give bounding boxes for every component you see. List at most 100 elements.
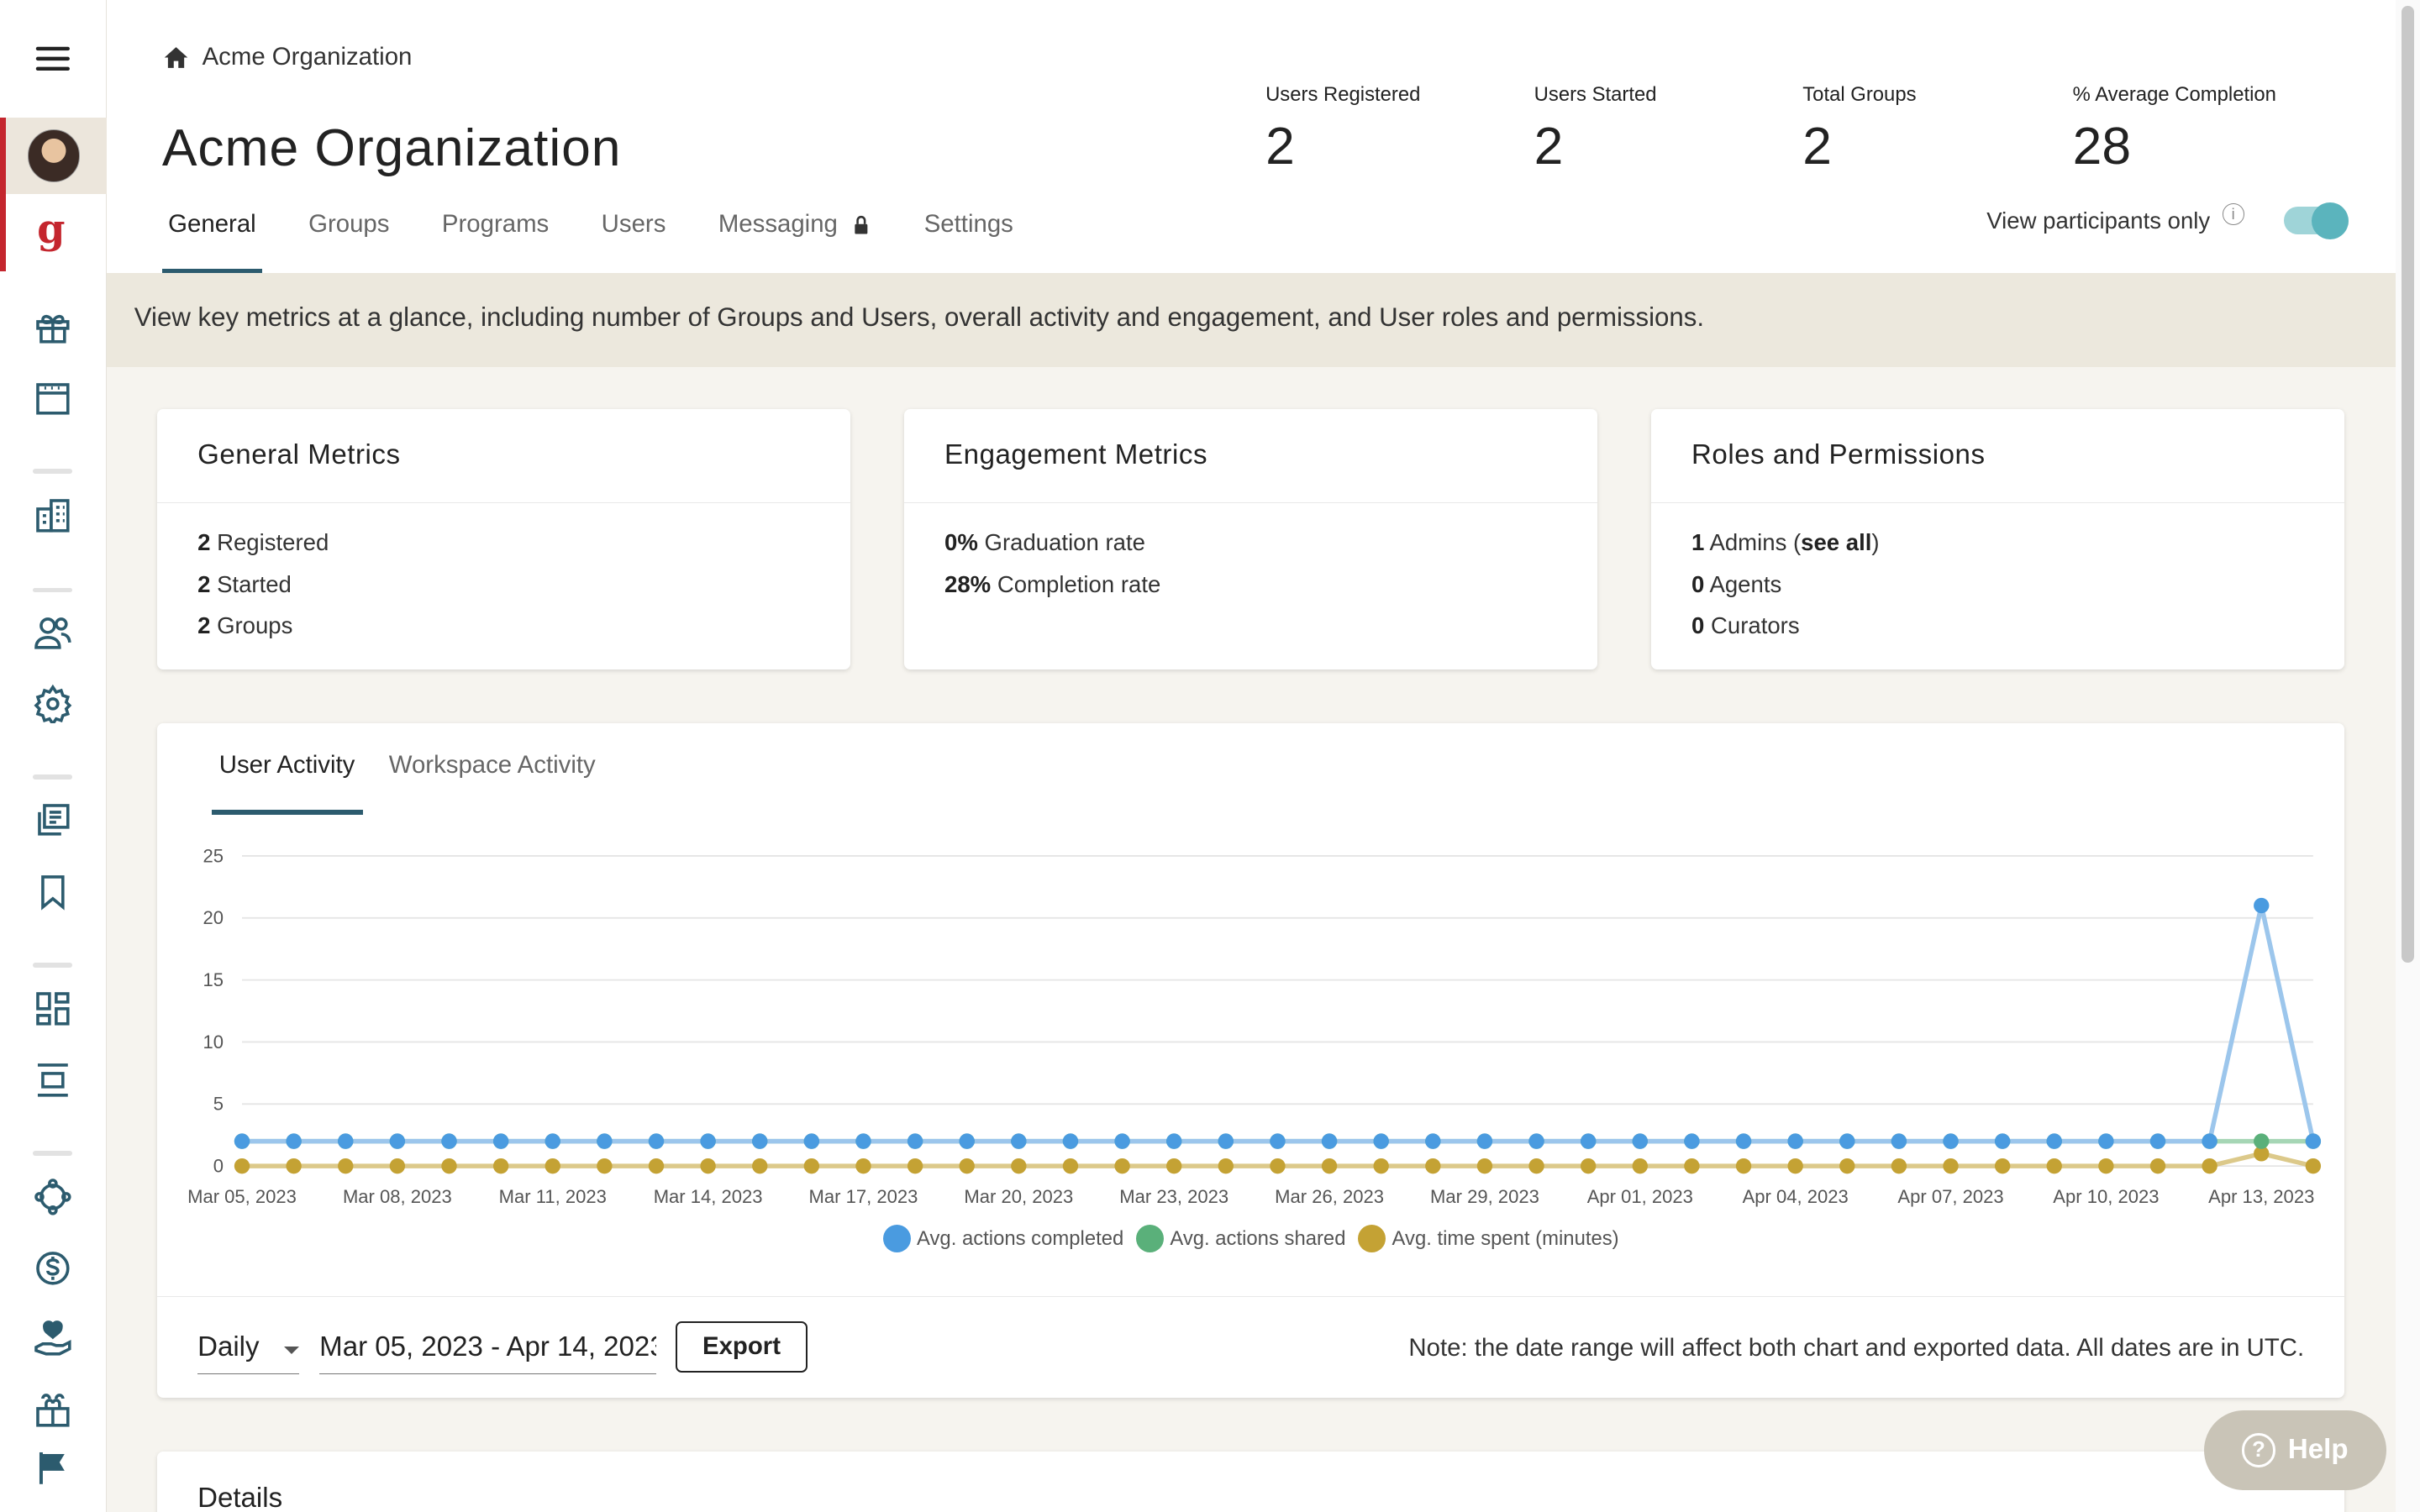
tab-users[interactable]: Users (601, 209, 666, 238)
tab-messaging-label: Messaging (718, 209, 838, 238)
data-point (2150, 1158, 2166, 1174)
tab-settings[interactable]: Settings (923, 209, 1013, 238)
data-point (1011, 1133, 1027, 1150)
users-icon[interactable] (28, 608, 77, 658)
data-point (1425, 1133, 1441, 1150)
data-point (1322, 1133, 1338, 1150)
dollar-icon[interactable] (28, 1243, 77, 1293)
data-point (234, 1158, 250, 1174)
x-tick-label: Apr 13, 2023 (2208, 1187, 2314, 1208)
card-title: Engagement Metrics (904, 409, 1597, 503)
info-icon[interactable]: i (2222, 203, 2244, 226)
x-tick-label: Mar 05, 2023 (187, 1187, 297, 1208)
gift-icon[interactable] (28, 302, 77, 352)
tab-groups[interactable]: Groups (308, 209, 390, 238)
date-range-input[interactable] (319, 1321, 656, 1374)
data-point (855, 1158, 871, 1174)
legend-item[interactable]: Avg. actions completed (882, 1225, 1123, 1253)
data-point (908, 1133, 923, 1150)
metric-started: 2 Started (197, 570, 292, 597)
data-point (1995, 1133, 2011, 1150)
breadcrumb-label[interactable]: Acme Organization (202, 43, 413, 71)
data-point (752, 1133, 768, 1150)
view-participants-label: View participants only (1986, 207, 2211, 234)
data-point (2254, 1133, 2270, 1150)
x-tick-label: Mar 20, 2023 (965, 1187, 1074, 1208)
data-point (1581, 1133, 1597, 1150)
data-point (1943, 1158, 1960, 1174)
data-point (649, 1133, 665, 1150)
dashboard-icon[interactable] (28, 984, 77, 1034)
avatar[interactable] (28, 129, 81, 182)
metric-graduation-rate: 0% Graduation rate (944, 528, 1145, 555)
home-icon[interactable] (162, 44, 190, 71)
calendar-icon[interactable] (28, 373, 77, 423)
legend-item[interactable]: Avg. actions shared (1135, 1225, 1345, 1253)
active-indicator (0, 117, 7, 272)
main-tabs: General Groups Programs Users Messaging … (161, 209, 1060, 274)
legend-dot (1358, 1225, 1386, 1253)
export-button[interactable]: Export (676, 1321, 808, 1373)
x-tick-label: Mar 29, 2023 (1430, 1187, 1539, 1208)
x-tick-label: Apr 01, 2023 (1587, 1187, 1693, 1208)
data-point (286, 1133, 302, 1150)
sidebar: g (0, 0, 107, 1512)
data-point (338, 1133, 354, 1150)
data-point (959, 1158, 976, 1174)
data-point (752, 1158, 768, 1174)
tab-programs[interactable]: Programs (441, 209, 550, 238)
hand-heart-icon[interactable] (28, 1315, 77, 1364)
stat-total-groups: Total Groups 2 (1802, 83, 1917, 176)
data-point (597, 1133, 613, 1150)
tab-user-activity[interactable]: User Activity (211, 751, 363, 815)
data-point (1943, 1133, 1960, 1150)
tab-workspace-activity[interactable]: Workspace Activity (388, 751, 596, 780)
data-point (2306, 1133, 2322, 1150)
data-point (649, 1158, 665, 1174)
data-point (1011, 1158, 1027, 1174)
layout-icon[interactable] (28, 1055, 77, 1105)
scrollbar-thumb[interactable] (2401, 6, 2414, 963)
activity-tabs: User Activity Workspace Activity (211, 751, 622, 815)
data-point (1166, 1158, 1182, 1174)
integrations-icon[interactable] (28, 1173, 77, 1222)
tab-messaging[interactable]: Messaging (712, 210, 877, 273)
data-point (1218, 1133, 1234, 1150)
data-point (597, 1158, 613, 1174)
data-point (286, 1158, 302, 1174)
scrollbar[interactable] (2395, 0, 2420, 1512)
legend-item[interactable]: Avg. time spent (minutes) (1358, 1225, 1619, 1253)
lock-icon (854, 216, 867, 234)
data-point (803, 1158, 820, 1174)
metric-groups: 2 Groups (197, 612, 293, 639)
data-point (493, 1133, 509, 1150)
help-label: Help (2287, 1434, 2349, 1466)
org-switcher[interactable]: g (0, 117, 107, 272)
org-logo-icon[interactable]: g (37, 206, 66, 254)
bookmark-icon[interactable] (28, 867, 77, 916)
general-metrics-card: General Metrics 2 Registered 2 Started 2… (157, 408, 850, 670)
data-point (1270, 1133, 1286, 1150)
flag-icon[interactable] (28, 1442, 77, 1492)
see-all-admins-link[interactable]: see all (1801, 528, 1872, 555)
library-icon[interactable] (28, 796, 77, 846)
data-point (441, 1158, 458, 1174)
data-point (908, 1158, 923, 1174)
view-participants-toggle[interactable] (2284, 202, 2349, 239)
period-select[interactable]: Daily (197, 1321, 300, 1374)
data-point (441, 1133, 458, 1150)
menu-icon[interactable] (28, 34, 77, 83)
help-button[interactable]: ? Help (2203, 1410, 2386, 1491)
user-activity-chart: 25 20 15 10 5 0 Mar 05, 2023 Mar 08, 2023 Mar 11… (187, 846, 2322, 1208)
buildings-icon[interactable] (28, 491, 77, 540)
breadcrumb[interactable]: Acme Organization (162, 43, 413, 71)
y-tick-label: 5 (213, 1094, 224, 1115)
data-point (544, 1158, 561, 1174)
data-point (2046, 1133, 2063, 1150)
data-point (1477, 1158, 1493, 1174)
box-icon[interactable] (28, 1385, 77, 1435)
data-point (2150, 1133, 2166, 1150)
data-point (1839, 1158, 1855, 1174)
gear-icon[interactable] (28, 679, 77, 728)
tab-general[interactable]: General (161, 210, 262, 274)
